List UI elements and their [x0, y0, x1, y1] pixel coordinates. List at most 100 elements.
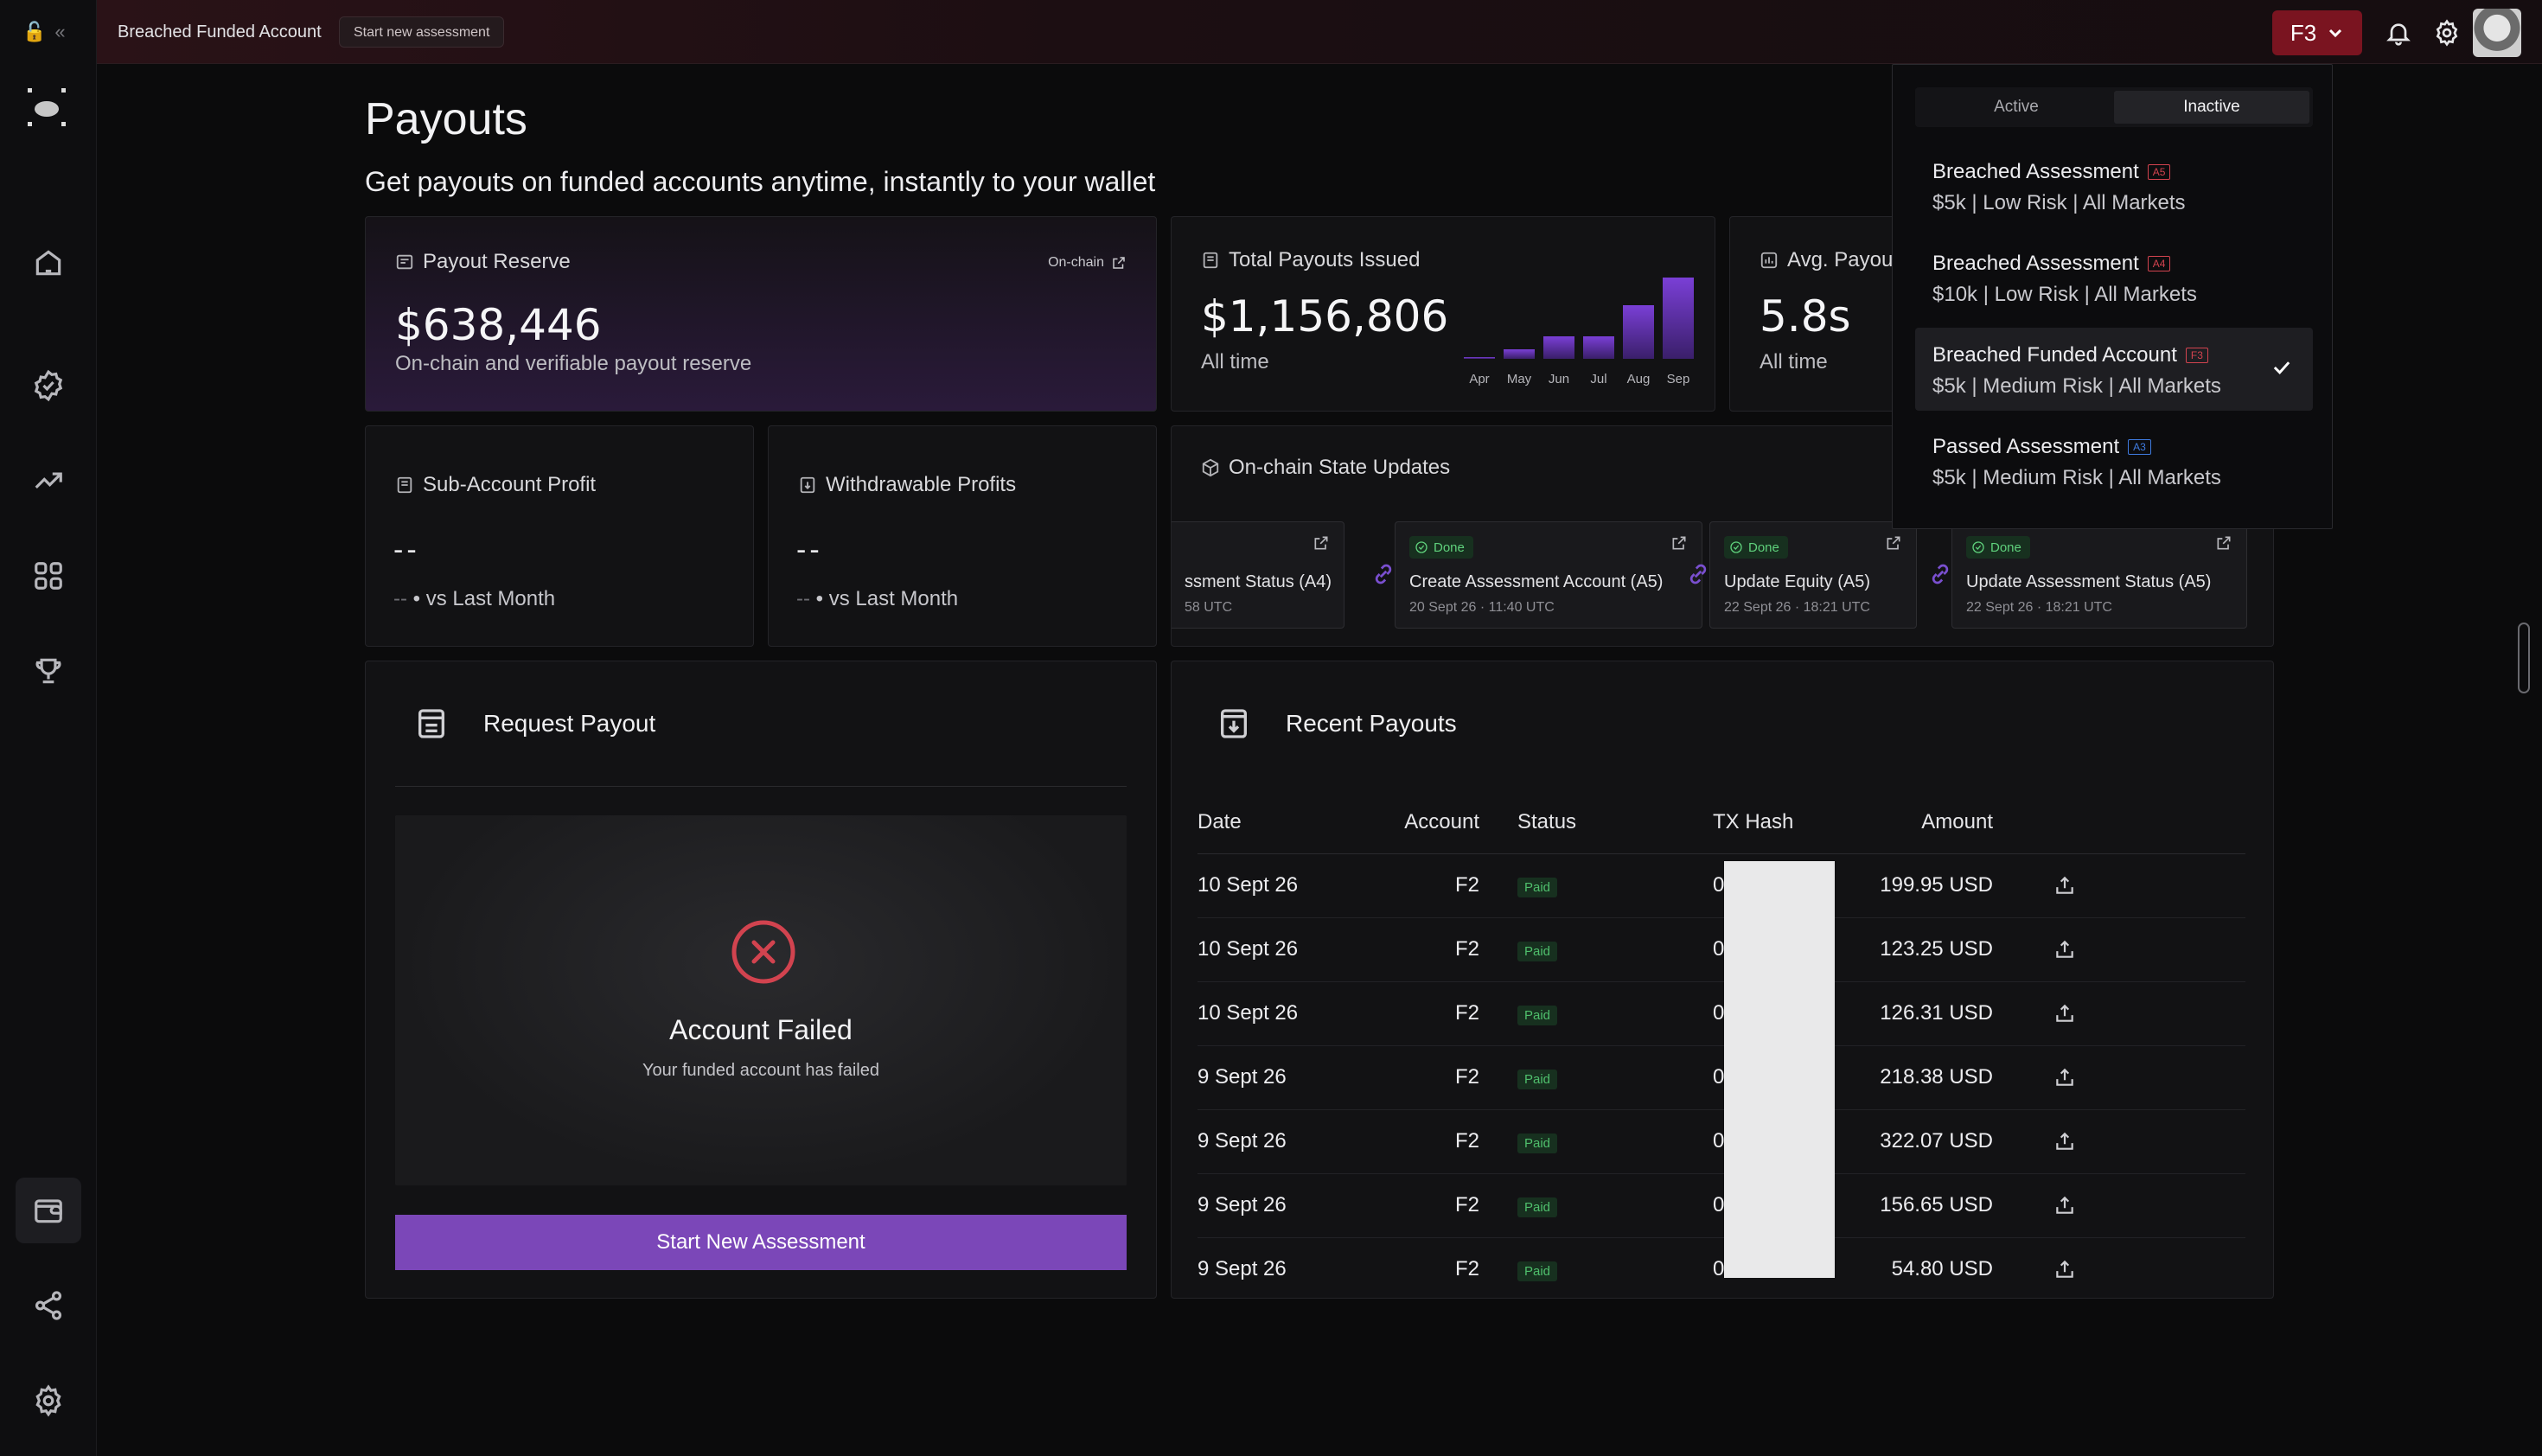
lock-icon[interactable]: 🔓	[22, 21, 47, 42]
account-option-title: Passed Assessment A3	[1932, 435, 2296, 459]
nav-trading[interactable]	[16, 448, 81, 514]
start-new-assessment-chip[interactable]: Start new assessment	[339, 16, 505, 48]
start-new-assessment-button[interactable]: Start New Assessment	[395, 1215, 1127, 1270]
state-update-item[interactable]: Done Update Assessment Status (A5) 22 Se…	[1951, 521, 2247, 629]
account-switcher-button[interactable]: F3	[2272, 10, 2362, 55]
upload-icon[interactable]	[2053, 1002, 2076, 1025]
table-row[interactable]: 10 Sept 26F2Paid0x3a199.95 USD	[1198, 853, 2245, 918]
external-link-icon[interactable]	[1670, 534, 1688, 552]
scrollbar[interactable]	[2518, 623, 2530, 693]
table-row[interactable]: 9 Sept 26F2Paid0x5f322.07 USD	[1198, 1109, 2245, 1174]
account-option-title: Breached Funded Account F3	[1932, 343, 2296, 367]
account-option-meta: $5k | Medium Risk | All Markets	[1932, 466, 2221, 489]
upload-icon[interactable]	[2053, 1066, 2076, 1089]
account-status-tabs: Active Inactive	[1915, 87, 2313, 127]
avg-payout-label: Avg. Payout	[1760, 248, 1899, 272]
nav-home[interactable]	[16, 230, 81, 296]
gear-icon	[35, 1384, 61, 1417]
sub-account-profit-label-text: Sub-Account Profit	[423, 473, 597, 496]
account-option-meta: $5k | Low Risk | All Markets	[1932, 191, 2186, 214]
account-tag: A5	[2147, 164, 2171, 180]
payout-request-icon	[418, 709, 444, 738]
done-label: Done	[1434, 540, 1465, 555]
done-badge: Done	[1724, 536, 1788, 559]
state-update-name: Create Assessment Account (A5)	[1409, 572, 1664, 591]
error-circle-icon	[731, 920, 795, 984]
state-update-item[interactable]: ssment Status (A4) 58 UTC	[1172, 521, 1344, 629]
row-date: 10 Sept 26	[1198, 853, 1362, 918]
tab-inactive[interactable]: Inactive	[2114, 91, 2309, 124]
table-row[interactable]: 10 Sept 26F2Paid0xde126.31 USD	[1198, 981, 2245, 1046]
external-link-icon[interactable]	[2215, 534, 2232, 552]
row-status: Paid	[1517, 1109, 1708, 1174]
sub-account-delta-value: --	[393, 587, 407, 610]
state-update-time: 58 UTC	[1185, 600, 1233, 615]
account-option[interactable]: Breached Assessment A4 $10k | Low Risk | A…	[1915, 236, 2313, 319]
account-option-title: Breached Assessment A5	[1932, 160, 2296, 184]
upload-icon[interactable]	[2053, 938, 2076, 961]
col-amount: Amount	[1863, 791, 1993, 854]
receipt-icon	[397, 476, 412, 494]
account-option-meta: $5k | Medium Risk | All Markets	[1932, 374, 2221, 398]
row-actions	[1993, 917, 2245, 982]
nav-dashboard[interactable]	[16, 543, 81, 609]
account-option[interactable]: Passed Assessment A3 $5k | Medium Risk | A…	[1915, 419, 2313, 502]
row-date: 9 Sept 26	[1198, 1109, 1362, 1174]
row-actions	[1993, 853, 2245, 918]
status-badge: Paid	[1517, 1261, 1558, 1281]
table-row[interactable]: 9 Sept 26F2Paid0x1d218.38 USD	[1198, 1045, 2245, 1110]
upload-icon[interactable]	[2053, 874, 2076, 897]
nav-payouts[interactable]	[16, 1178, 81, 1243]
payout-reserve-label: Payout Reserve	[395, 250, 571, 274]
row-status: Paid	[1517, 1173, 1708, 1238]
account-tag: F3	[2185, 348, 2208, 363]
nav-leaderboard[interactable]	[16, 638, 81, 704]
settings-button[interactable]	[2428, 14, 2466, 52]
row-account: F2	[1362, 981, 1517, 1046]
table-row[interactable]: 9 Sept 26F2Paid0xe154.80 USD	[1198, 1237, 2245, 1298]
withdraw-icon	[800, 476, 815, 494]
chart-bar	[1583, 335, 1614, 359]
nav-settings[interactable]	[16, 1368, 81, 1434]
row-actions	[1993, 1237, 2245, 1298]
gear-icon	[2436, 19, 2458, 47]
withdrawable-profits-value: --	[796, 533, 823, 566]
on-chain-link[interactable]: On-chain	[1048, 255, 1127, 271]
avatar[interactable]	[2473, 9, 2521, 57]
chart-bar	[1663, 278, 1694, 359]
upload-icon[interactable]	[2053, 1194, 2076, 1217]
row-actions	[1993, 1045, 2245, 1110]
external-link-icon[interactable]	[1885, 534, 1902, 552]
table-row[interactable]: 10 Sept 26F2Paid0xb4123.25 USD	[1198, 917, 2245, 982]
done-badge: Done	[1966, 536, 2030, 559]
nav-share[interactable]	[16, 1273, 81, 1338]
status-badge: Paid	[1517, 1134, 1558, 1153]
external-link-icon[interactable]	[1313, 534, 1330, 552]
wallet-icon	[35, 1199, 62, 1223]
account-switcher-label: F3	[2290, 19, 2317, 46]
nav-verified[interactable]	[16, 353, 81, 418]
external-link-icon	[1113, 257, 1125, 269]
withdrawable-vs-text: • vs Last Month	[815, 587, 959, 610]
status-badge: Paid	[1517, 1197, 1558, 1217]
account-option[interactable]: Breached Assessment A5 $5k | Low Risk | Al…	[1915, 144, 2313, 227]
tab-active[interactable]: Active	[1994, 98, 2039, 116]
share-icon	[35, 1291, 62, 1320]
upload-icon[interactable]	[2053, 1258, 2076, 1280]
redacted-overlay	[1724, 861, 1835, 1278]
state-update-item[interactable]: Done Create Assessment Account (A5) 20 S…	[1395, 521, 1702, 629]
upload-icon[interactable]	[2053, 1130, 2076, 1153]
download-receipt-icon	[1221, 709, 1247, 738]
collapse-icon[interactable]: «	[54, 21, 66, 42]
state-update-item[interactable]: Done Update Equity (A5) 22 Sept 26 · 18:…	[1709, 521, 1917, 629]
row-amount: 322.07 USD	[1863, 1109, 1993, 1174]
done-label: Done	[1748, 540, 1779, 555]
state-update-time: 22 Sept 26 · 18:21 UTC	[1966, 600, 2112, 615]
table-row[interactable]: 9 Sept 26F2Paid0x47156.65 USD	[1198, 1173, 2245, 1238]
account-option[interactable]: Breached Funded Account F3 $5k | Medium Ri…	[1915, 328, 2313, 411]
row-account: F2	[1362, 853, 1517, 918]
notifications-button[interactable]	[2379, 14, 2417, 52]
account-failed-title: Account Failed	[669, 1014, 853, 1045]
account-failed-subtitle: Your funded account has failed	[642, 1061, 879, 1080]
status-badge: Paid	[1517, 1006, 1558, 1025]
